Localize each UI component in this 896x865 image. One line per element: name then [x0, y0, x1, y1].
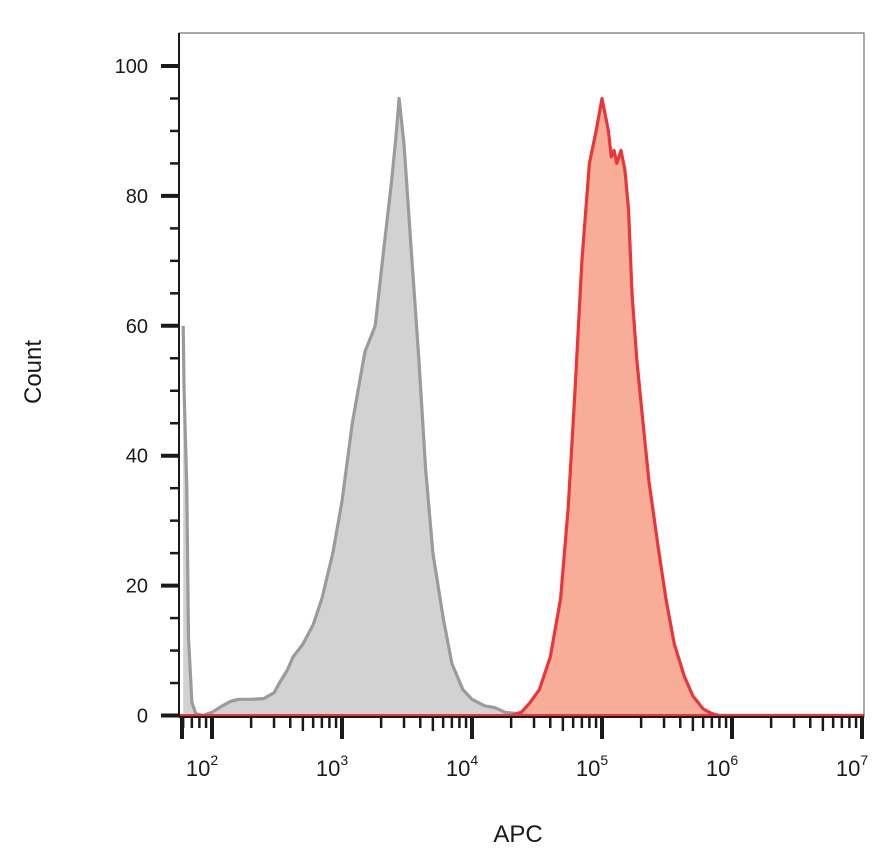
x-tick-label: 104: [446, 752, 478, 781]
series-1-fill: [183, 98, 551, 716]
x-tick-label: 107: [836, 752, 868, 781]
y-tick-label: 20: [126, 576, 148, 598]
series-2-line: [510, 96, 864, 718]
series-2-fill: [511, 98, 864, 716]
y-tick-label: 60: [126, 316, 148, 338]
x-axis-title: APC: [493, 821, 542, 848]
plot-frame: [178, 32, 865, 718]
y-tick-label: 0: [137, 706, 148, 728]
x-tick-label: 105: [576, 752, 608, 781]
y-tick-label: 100: [115, 56, 148, 78]
y-tick-label: 40: [126, 446, 148, 468]
x-tick-label: 103: [316, 752, 348, 781]
x-axis: 102 103 104 105 106 107: [179, 716, 868, 781]
y-axis-title: Count: [20, 340, 47, 404]
x-tick-label: 106: [706, 752, 738, 781]
x-tick-label: 102: [186, 752, 218, 781]
y-tick-label: 80: [126, 186, 148, 208]
plot-border: [178, 32, 865, 718]
series-1-line: [181, 96, 551, 718]
y-axis: 0 20 40 60 80 100: [115, 33, 180, 728]
series-layer: [179, 96, 864, 718]
